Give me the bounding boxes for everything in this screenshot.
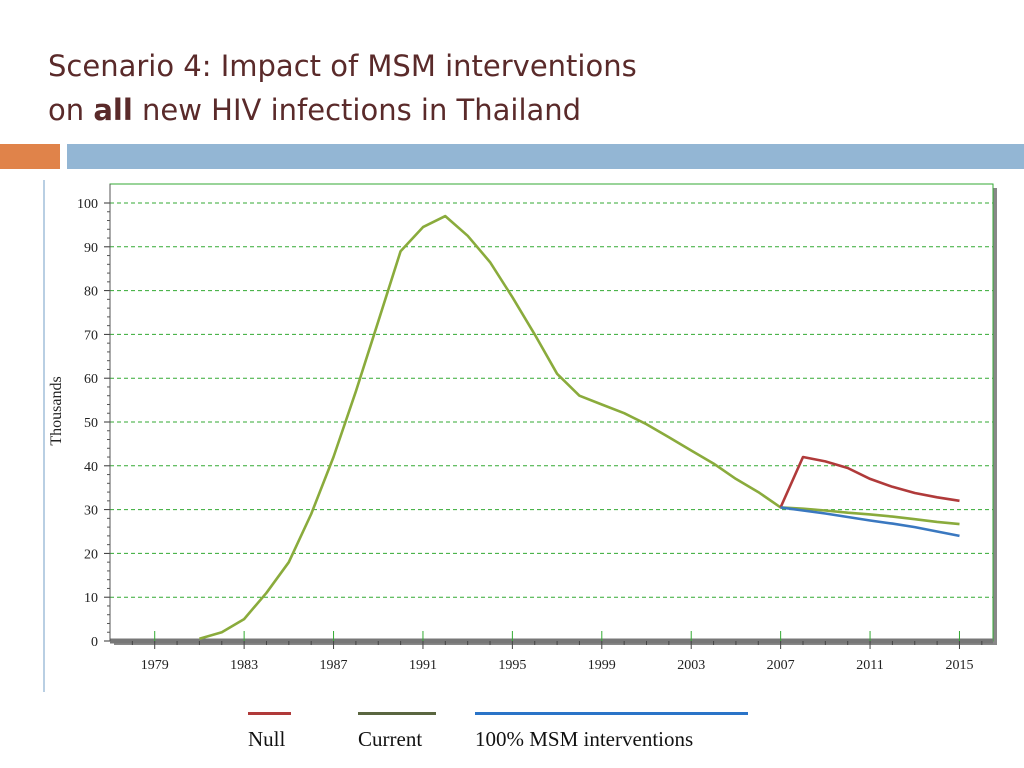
- left-rule: [43, 180, 45, 692]
- header-bar: [67, 144, 1024, 169]
- y-tick-label-80: 80: [84, 285, 98, 300]
- y-tick-label-100: 100: [77, 197, 98, 212]
- legend-item-2: 100% MSM interventions: [475, 712, 748, 752]
- accent-bar: [0, 144, 60, 169]
- y-tick-label-70: 70: [84, 328, 98, 343]
- plot-frame: [109, 183, 997, 645]
- series-line-0: [199, 214, 960, 641]
- x-tick-label-1983: 1983: [230, 658, 258, 673]
- x-tick-label-1987: 1987: [320, 658, 348, 673]
- title-line-2-prefix: on: [48, 93, 94, 127]
- y-tick-label-10: 10: [84, 591, 98, 606]
- x-tick-label-1991: 1991: [409, 658, 437, 673]
- x-tick-label-2007: 2007: [767, 658, 795, 673]
- title-line-2-suffix: new HIV infections in Thailand: [132, 93, 582, 127]
- title-line-1: Scenario 4: Impact of MSM interventions: [48, 49, 637, 83]
- y-tick-label-40: 40: [84, 460, 98, 475]
- x-tick-label-1979: 1979: [141, 658, 169, 673]
- y-tick-label-60: 60: [84, 372, 98, 387]
- legend-swatch-2: [475, 712, 748, 715]
- x-tick-label-2003: 2003: [677, 658, 705, 673]
- y-tick-label-20: 20: [84, 547, 98, 562]
- y-tick-label-50: 50: [84, 416, 98, 431]
- legend: Null Current 100% MSM interventions: [0, 712, 1024, 762]
- slide-title: Scenario 4: Impact of MSM interventions …: [48, 44, 637, 132]
- title-line-2-bold: all: [93, 93, 133, 127]
- legend-item-0: Null: [248, 712, 291, 752]
- legend-item-1: Current: [358, 712, 436, 752]
- legend-label-0: Null: [248, 727, 286, 751]
- y-tick-label-90: 90: [84, 241, 98, 256]
- legend-label-1: Current: [358, 727, 423, 751]
- y-axis-label: Thousands: [48, 376, 65, 445]
- y-tick-label-30: 30: [84, 504, 98, 519]
- series-lines: [199, 214, 960, 641]
- x-tick-label-2015: 2015: [945, 658, 973, 673]
- x-tick-label-1995: 1995: [498, 658, 526, 673]
- legend-swatch-1: [358, 712, 436, 715]
- axes: 0 10 20 30 40 50 60 70 80 90 100 1979 1983 1987 1991 19…: [77, 184, 993, 673]
- series-line-2: [780, 506, 960, 538]
- gridlines: [110, 202, 993, 598]
- legend-swatch-0: [248, 712, 291, 715]
- x-tick-label-1999: 1999: [588, 658, 616, 673]
- x-tick-label-2011: 2011: [856, 658, 883, 673]
- plot-area: [109, 183, 994, 642]
- series-line-1: [779, 455, 960, 508]
- y-tick-label-0: 0: [91, 635, 98, 650]
- legend-label-2: 100% MSM interventions: [475, 727, 694, 751]
